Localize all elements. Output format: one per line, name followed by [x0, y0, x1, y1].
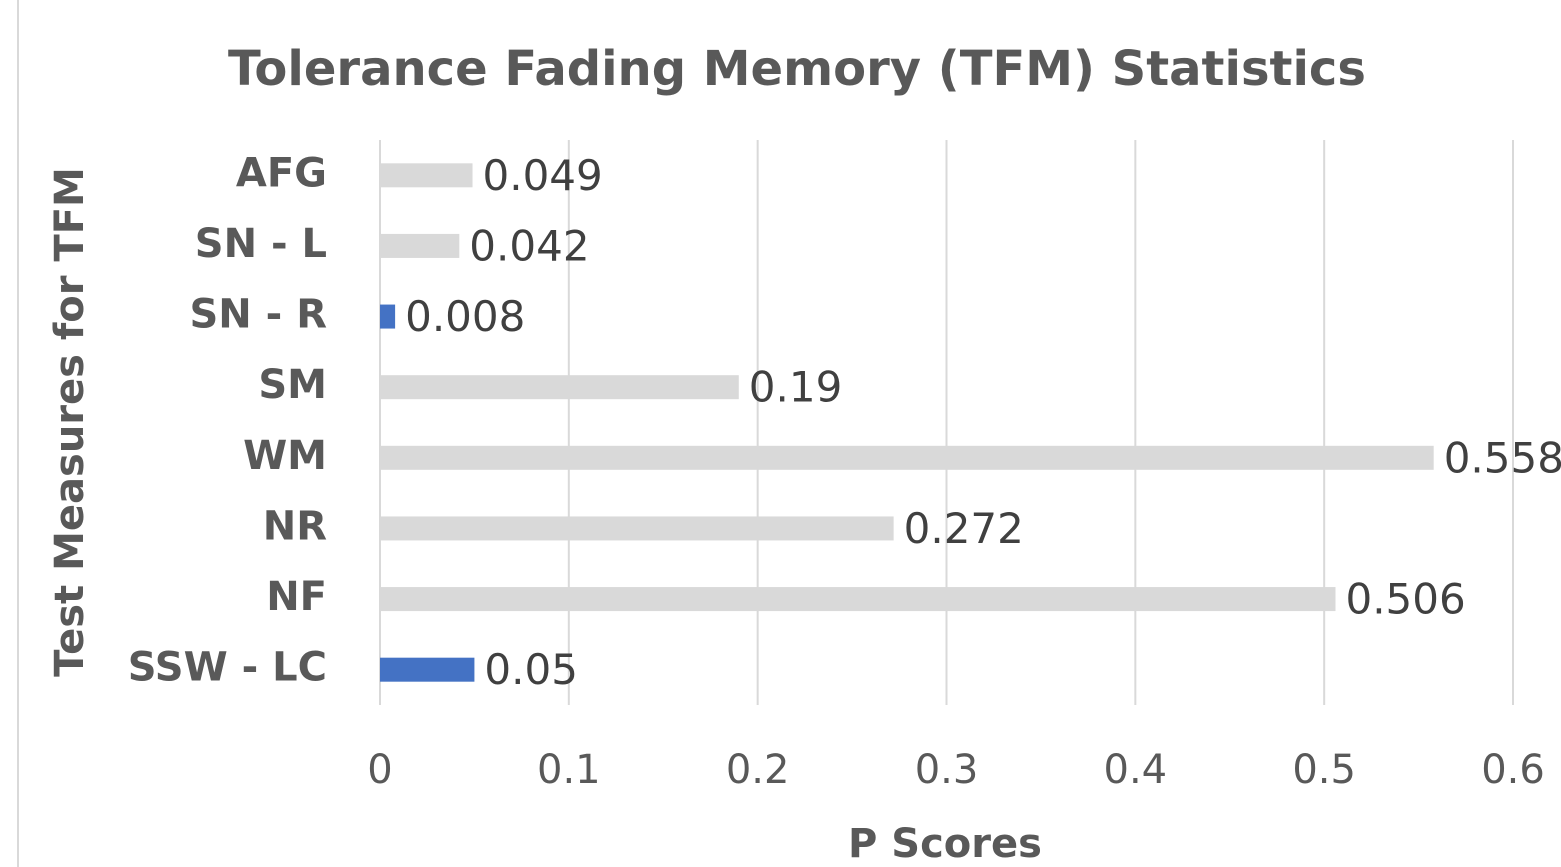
- y-tick-label: NR: [263, 503, 327, 549]
- value-label: 0.008: [405, 292, 525, 341]
- bar: [380, 516, 894, 541]
- x-tick-label: 0.4: [1104, 747, 1168, 793]
- x-tick-label: 0.5: [1292, 747, 1356, 793]
- y-tick-label: SN - L: [195, 221, 327, 267]
- y-tick-label: SM: [258, 362, 327, 408]
- y-tick-label: NF: [266, 574, 327, 620]
- y-tick-label: SSW - LC: [128, 645, 327, 691]
- value-label: 0.506: [1345, 575, 1465, 624]
- bar: [380, 375, 739, 400]
- bar: [380, 233, 460, 258]
- bar: [380, 445, 1434, 470]
- x-tick-label: 0.1: [537, 747, 601, 793]
- y-tick-label: WM: [243, 433, 327, 479]
- value-label: 0.049: [483, 151, 603, 200]
- bar: [380, 304, 396, 329]
- value-label: 0.19: [749, 363, 843, 412]
- x-tick-label: 0.6: [1481, 747, 1545, 793]
- y-tick-label: SN - R: [189, 292, 327, 338]
- value-label: 0.558: [1444, 433, 1561, 482]
- x-tick-label: 0: [367, 747, 392, 793]
- bar: [380, 163, 473, 188]
- value-label: 0.05: [484, 645, 578, 694]
- value-label: 0.042: [469, 221, 589, 270]
- y-tick-label: AFG: [236, 150, 327, 196]
- x-axis-label: P Scores: [848, 821, 1042, 867]
- y-axis-label: Test Measures for TFM: [47, 167, 93, 677]
- bar: [380, 657, 475, 682]
- value-label: 0.272: [904, 504, 1024, 553]
- chart-title: Tolerance Fading Memory (TFM) Statistics: [228, 41, 1366, 97]
- bar: [380, 587, 1336, 612]
- x-tick-label: 0.2: [726, 747, 790, 793]
- x-tick-label: 0.3: [915, 747, 979, 793]
